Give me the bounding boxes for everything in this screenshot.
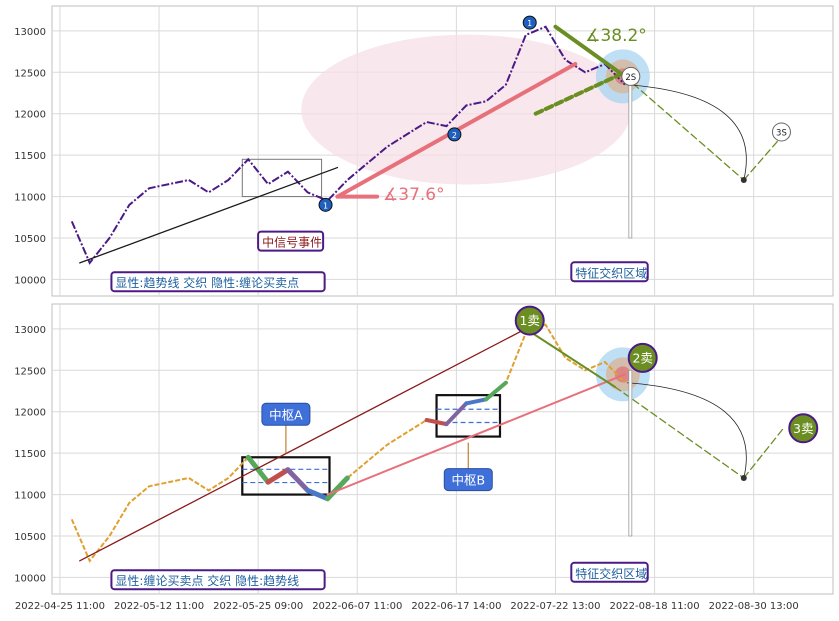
y-tick-label: 10000 bbox=[14, 275, 46, 286]
x-tick-label: 2022-05-25 09:00 bbox=[213, 601, 303, 612]
signal-label: 1卖 bbox=[519, 313, 539, 328]
bsp-marker bbox=[447, 127, 462, 142]
signal-label: 3卖 bbox=[793, 421, 813, 436]
trend-line bbox=[624, 75, 745, 181]
x-tick-label: 2022-07-22 13:00 bbox=[510, 601, 600, 612]
projection-point bbox=[740, 177, 747, 183]
projection-arc bbox=[626, 84, 747, 181]
annotation-text: 显性:缠论买卖点 交织 隐性:趋势线 bbox=[115, 573, 299, 588]
annotation-box bbox=[570, 561, 649, 583]
angle-label: ∡38.2° bbox=[585, 26, 647, 46]
guide-bar bbox=[628, 71, 633, 239]
swing-segment bbox=[305, 487, 331, 502]
trend-line bbox=[524, 327, 616, 388]
trend-line bbox=[614, 386, 745, 479]
annotation-text: 特征交织区域 bbox=[575, 566, 647, 581]
center-label-box bbox=[443, 468, 493, 492]
signal-badge bbox=[627, 342, 658, 373]
y-tick-label: 11000 bbox=[14, 193, 46, 204]
swing-segment bbox=[484, 380, 508, 402]
center-box bbox=[241, 158, 323, 198]
point-label-circle bbox=[771, 122, 791, 142]
y-tick-label: 12500 bbox=[14, 366, 46, 377]
y-tick-label: 11000 bbox=[14, 491, 46, 502]
annotation-box bbox=[570, 261, 649, 283]
center-label-box bbox=[261, 402, 311, 426]
trend-line bbox=[79, 328, 527, 562]
highlight-ellipse bbox=[301, 34, 632, 185]
bsp-marker-label: 1 bbox=[527, 19, 532, 28]
bsp-marker bbox=[318, 197, 333, 212]
trend-line bbox=[326, 373, 626, 496]
swing-segment bbox=[285, 467, 311, 493]
projection-arc bbox=[626, 382, 747, 479]
price-series-line bbox=[70, 25, 626, 265]
plot-layer bbox=[70, 305, 819, 591]
bsp-marker-label: 1 bbox=[323, 201, 328, 210]
swing-segment bbox=[325, 475, 350, 502]
annotation-text: 特征交织区域 bbox=[575, 265, 647, 280]
point-label: 3S bbox=[776, 128, 787, 138]
projection-point bbox=[740, 475, 747, 481]
center-box bbox=[435, 394, 502, 438]
y-tick-label: 12000 bbox=[14, 110, 46, 121]
y-tick-label: 12000 bbox=[14, 408, 46, 419]
y-tick-label: 13000 bbox=[14, 27, 46, 38]
trend-line bbox=[743, 133, 785, 181]
x-tick-label: 2022-08-18 11:00 bbox=[610, 601, 700, 612]
y-tick-label: 11500 bbox=[14, 449, 46, 460]
annotation-box bbox=[110, 569, 326, 591]
x-tick-label: 2022-08-30 13:00 bbox=[709, 601, 799, 612]
annotation-text: 显性:趋势线 交织 隐性:缠论买卖点 bbox=[115, 275, 299, 290]
y-tick-label: 10000 bbox=[14, 573, 46, 584]
x-tick-label: 2022-06-17 14:00 bbox=[411, 601, 501, 612]
swing-segment bbox=[424, 418, 449, 427]
center-label: 中枢A bbox=[269, 407, 303, 422]
angle-label: ∡37.6° bbox=[383, 185, 445, 205]
trend-line bbox=[79, 166, 339, 264]
trend-line bbox=[553, 24, 627, 79]
swing-segment bbox=[245, 454, 271, 485]
trend-line bbox=[533, 70, 627, 116]
trend-line bbox=[743, 427, 785, 479]
y-tick-label: 13000 bbox=[14, 325, 46, 336]
guide-bar bbox=[628, 369, 633, 537]
signal-badge bbox=[788, 413, 819, 444]
center-label: 中枢B bbox=[451, 473, 485, 488]
x-tick-label: 2022-04-25 11:00 bbox=[15, 601, 105, 612]
y-tick-label: 10500 bbox=[14, 234, 46, 245]
y-tick-label: 12500 bbox=[14, 68, 46, 79]
bsp-marker-label: 2 bbox=[452, 131, 457, 140]
signal-badge bbox=[514, 305, 545, 336]
swing-segment bbox=[444, 401, 469, 427]
plot-layer bbox=[70, 15, 791, 293]
y-tick-label: 11500 bbox=[14, 151, 46, 162]
y-tick-label: 10500 bbox=[14, 532, 46, 543]
point-label: 2S bbox=[625, 73, 636, 83]
annotation-box bbox=[110, 271, 326, 293]
signal-label: 2卖 bbox=[632, 350, 652, 365]
swing-segment bbox=[265, 467, 291, 485]
x-tick-label: 2022-05-12 11:00 bbox=[114, 601, 204, 612]
swing-segment bbox=[464, 397, 489, 406]
bsp-marker bbox=[522, 15, 537, 30]
point-label-circle bbox=[621, 66, 641, 86]
x-tick-label: 2022-06-07 11:00 bbox=[312, 601, 402, 612]
annotation-text: 中信号事件 bbox=[262, 235, 322, 250]
annotation-box bbox=[257, 230, 325, 252]
